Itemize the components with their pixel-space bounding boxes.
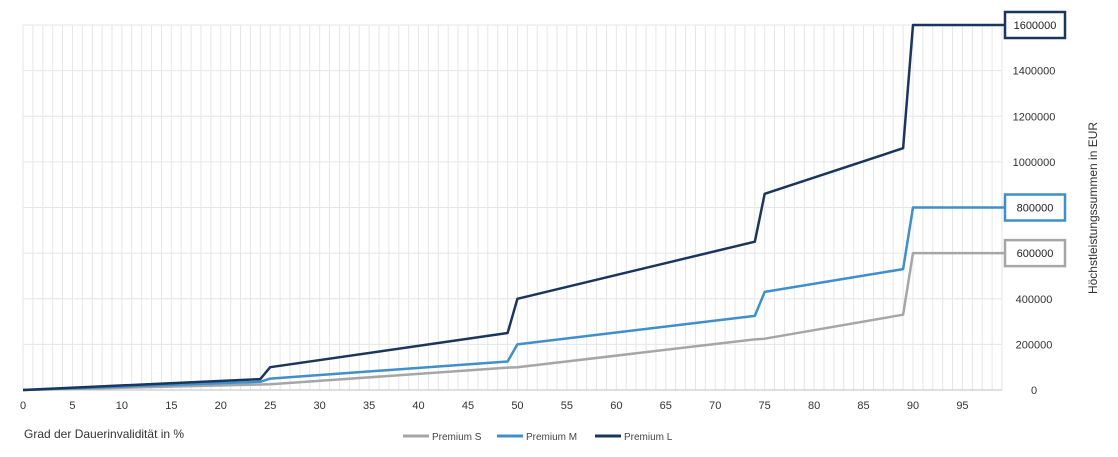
end-value-boxes: 600000 800000 1600000: [1002, 10, 1067, 268]
x-tick-label: 70: [709, 400, 721, 412]
x-tick-label: 55: [561, 400, 573, 412]
series-line-premium-m: [22, 206, 1002, 392]
y-tick-label: 1200000: [1013, 111, 1056, 123]
y-tick-label: 1000000: [1013, 157, 1056, 169]
x-tick-label: 95: [956, 400, 968, 412]
end-value-label: 1600000: [1014, 20, 1057, 32]
series-lines: [22, 23, 1002, 392]
y-axis-title: Höchstleistungssummen in EUR: [1086, 122, 1100, 294]
x-axis-title: Grad der Dauerinvalidität in %: [24, 427, 184, 441]
grid: [22, 24, 1003, 391]
x-tick-label: 50: [511, 400, 523, 412]
x-tick-label: 45: [462, 400, 474, 412]
legend-label: Premium L: [624, 432, 673, 443]
x-tick-label: 35: [363, 400, 375, 412]
x-tick-label: 80: [808, 400, 820, 412]
x-tick-label: 75: [759, 400, 771, 412]
end-value-box: [1003, 10, 1067, 40]
y-tick-label: 0: [1031, 385, 1037, 397]
end-value-box: [1003, 193, 1067, 222]
x-tick-label: 5: [69, 400, 75, 412]
x-tick-label: 30: [314, 400, 326, 412]
x-tick-label: 25: [264, 400, 276, 412]
x-tick-label: 15: [165, 400, 177, 412]
legend-label: Premium M: [526, 432, 577, 443]
x-tick-labels: 0 5 10 15 20 25 30 35 40 45 50 55 60 65 70 75 80 85 90 95: [20, 400, 969, 412]
end-value-label: 600000: [1017, 248, 1054, 260]
x-tick-label: 40: [412, 400, 424, 412]
legend: Premium S Premium M Premium L: [403, 432, 673, 443]
x-tick-label: 85: [857, 400, 869, 412]
x-tick-label: 90: [907, 400, 919, 412]
end-value-label: 800000: [1017, 203, 1054, 215]
x-tick-label: 65: [660, 400, 672, 412]
x-tick-label: 20: [215, 400, 227, 412]
series-line-premium-s: [22, 251, 1002, 392]
x-tick-label: 60: [610, 400, 622, 412]
y-tick-label: 200000: [1016, 339, 1053, 351]
end-value-box: [1003, 238, 1067, 268]
y-tick-label: 1400000: [1013, 66, 1056, 78]
x-tick-label: 10: [116, 400, 128, 412]
x-tick-label: 0: [20, 400, 26, 412]
y-tick-label: 400000: [1016, 294, 1053, 306]
series-line-premium-l: [22, 23, 1002, 392]
legend-label: Premium S: [432, 432, 482, 443]
